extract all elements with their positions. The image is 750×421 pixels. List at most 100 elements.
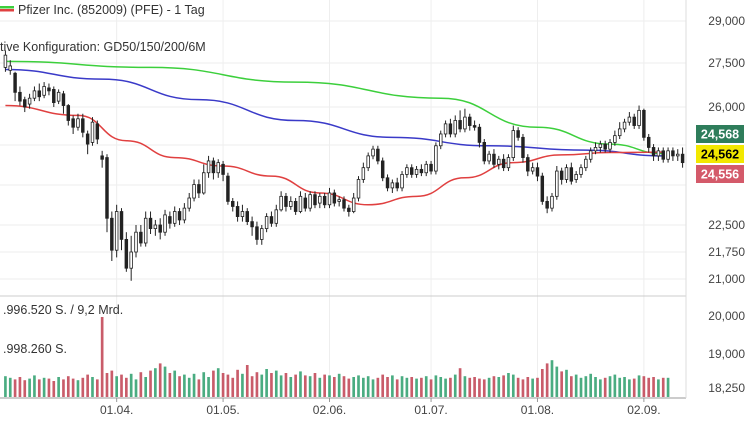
volume-bar — [434, 375, 438, 397]
volume-bar — [463, 376, 467, 397]
candle-body — [671, 150, 675, 157]
volume-bar — [8, 377, 12, 397]
candle-body — [211, 160, 216, 174]
candle-body — [463, 116, 467, 130]
volume-bar — [386, 377, 389, 397]
volume-bar — [105, 373, 109, 397]
candle-body — [308, 194, 312, 209]
candle-body — [177, 211, 182, 221]
candle-body — [564, 167, 569, 180]
volume-bar — [66, 376, 70, 397]
candle-body — [559, 170, 564, 180]
candle-body — [202, 172, 206, 194]
candle-body — [497, 158, 501, 165]
candle-body — [632, 116, 636, 126]
volume-bar — [420, 377, 423, 397]
candle-body — [197, 184, 201, 194]
candle-body — [376, 148, 380, 162]
volume-bar — [458, 368, 462, 397]
candle-body — [487, 153, 491, 162]
candle-body — [492, 153, 496, 165]
volume-tick-label: 19,000 — [708, 347, 745, 361]
price-badge-label: 24,562 — [701, 148, 739, 162]
candle-body — [458, 120, 462, 130]
candle-body — [129, 251, 133, 269]
legend-swatch-green — [0, 6, 14, 9]
volume-bar — [337, 373, 341, 397]
candle-body — [613, 135, 617, 143]
candle-body — [550, 195, 554, 209]
candle-body — [192, 184, 196, 199]
candle-body — [390, 182, 395, 189]
volume-bar — [168, 373, 172, 397]
volume-bar — [492, 376, 496, 397]
candle-body — [419, 168, 424, 174]
candle-body — [182, 207, 187, 221]
candle-body — [501, 158, 506, 169]
candle-body — [598, 143, 603, 148]
volume-bar — [37, 379, 41, 397]
candle-body — [540, 175, 545, 202]
candle-body — [656, 150, 661, 157]
volume-bar — [52, 381, 56, 397]
candle-body — [482, 141, 486, 162]
candle-body — [95, 123, 100, 140]
candlesticks — [3, 50, 685, 281]
candle-body — [37, 90, 42, 98]
volume-bar — [381, 374, 385, 397]
volume-bar — [13, 379, 17, 397]
price-tick-label: 22,500 — [708, 218, 745, 232]
candle-body — [13, 72, 17, 93]
volume-bar — [323, 374, 326, 397]
moving-average-line-1 — [5, 60, 664, 155]
candle-body — [23, 99, 27, 108]
candle-body — [143, 217, 148, 244]
volume-bar — [260, 374, 264, 397]
volume-bar — [545, 363, 549, 397]
candle-body — [81, 118, 85, 133]
price-tick-label: 21,750 — [708, 245, 745, 259]
candle-body — [361, 167, 366, 180]
candle-body — [264, 216, 269, 229]
volume-info-2: .998.260 S. — [3, 342, 67, 356]
volume-info-1: .996.520 S. / 9,2 Mrd. — [3, 303, 123, 317]
volume-bar — [76, 380, 80, 397]
date-tick-label: 01.04. — [100, 403, 133, 417]
volume-bar — [531, 378, 534, 397]
volume-bar — [284, 373, 288, 397]
volume-bar — [299, 371, 302, 397]
volume-bar — [332, 377, 336, 397]
price-tick-label: 29,000 — [708, 14, 745, 28]
date-axis: 01.04. 01.05. 02.06. 01.07. 01.08. 02.09. — [100, 398, 661, 417]
volume-bar — [134, 379, 138, 397]
candle-body — [255, 226, 259, 240]
candle-body — [139, 231, 143, 244]
candle-body — [448, 123, 453, 135]
candle-body — [105, 157, 109, 219]
price-badge-label: 24,556 — [701, 168, 739, 182]
candle-body — [293, 200, 298, 212]
volume-bar — [507, 373, 510, 397]
volume-bar — [91, 377, 94, 397]
volume-bar — [294, 374, 297, 397]
candle-body — [439, 133, 443, 147]
candle-body — [124, 238, 129, 269]
volume-bar — [453, 374, 457, 397]
volume-bar — [342, 376, 346, 397]
volume-bar — [366, 376, 370, 397]
candle-body — [579, 167, 583, 175]
volume-bar — [415, 378, 418, 397]
volume-bar — [71, 378, 75, 397]
volume-bar — [100, 317, 104, 397]
candle-body — [42, 86, 46, 96]
candle-body — [250, 221, 254, 228]
candle-body — [322, 195, 327, 206]
volume-bar — [362, 377, 365, 397]
volume-bar — [125, 377, 128, 397]
candle-body — [424, 163, 428, 174]
volume-bar — [318, 377, 322, 397]
volume-bar — [192, 373, 196, 397]
volume-bar — [328, 375, 331, 397]
